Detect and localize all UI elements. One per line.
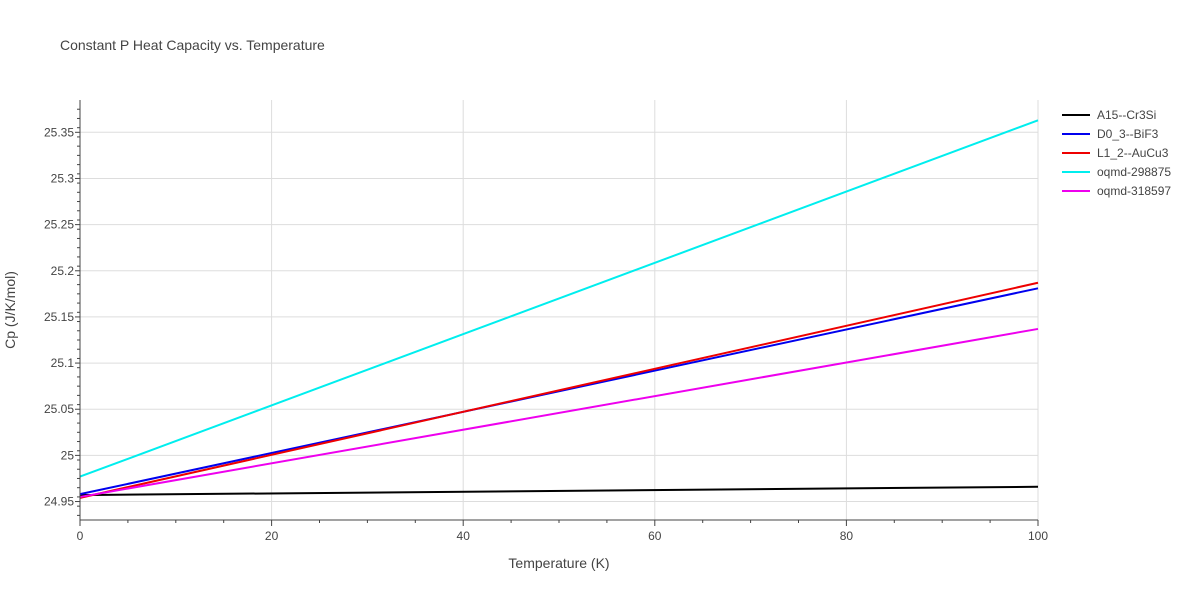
legend-label: L1_2--AuCu3 xyxy=(1097,146,1169,160)
x-tick-label: 20 xyxy=(265,529,279,543)
x-tick-label: 80 xyxy=(840,529,854,543)
grid xyxy=(80,100,1039,520)
legend-label: oqmd-298875 xyxy=(1097,165,1171,179)
x-tick-label: 60 xyxy=(648,529,662,543)
y-tick-label: 25.05 xyxy=(44,402,74,416)
y-axis-title: Cp (J/K/mol) xyxy=(2,271,18,349)
series-line-oqmd-318597 xyxy=(79,327,1039,498)
x-tick-label: 100 xyxy=(1028,529,1048,543)
y-tick-label: 25.25 xyxy=(44,218,74,232)
y-tick-label: 25 xyxy=(61,448,75,462)
chart-title: Constant P Heat Capacity vs. Temperature xyxy=(60,37,325,53)
y-tick-label: 25.15 xyxy=(44,310,74,324)
y-tick-label: 25.35 xyxy=(44,125,74,139)
axes xyxy=(79,100,1038,521)
series-line-oqmd-298875 xyxy=(79,119,1039,478)
y-tick-label: 25.3 xyxy=(51,171,75,185)
y-tick-label: 25.1 xyxy=(51,356,75,370)
x-tick-label: 0 xyxy=(77,529,84,543)
series-line-L1_2--AuCu3 xyxy=(79,281,1039,499)
x-axis-title: Temperature (K) xyxy=(508,555,609,571)
series-line-A15--Cr3Si xyxy=(79,485,1039,497)
x-tick-label: 40 xyxy=(457,529,471,543)
legend-label: A15--Cr3Si xyxy=(1097,108,1156,122)
y-tick-label: 25.2 xyxy=(51,264,75,278)
legend-label: D0_3--BiF3 xyxy=(1097,127,1159,141)
y-axis-ticks: 24.95 25 25.05 25.1 25.15 25.2 25.25 25.3 25.35 xyxy=(44,108,80,516)
series-lines xyxy=(79,119,1039,499)
x-axis-ticks: 0 20 40 60 80 100 xyxy=(77,520,1048,543)
legend: A15--Cr3Si D0_3--BiF3 L1_2--AuCu3 oqmd-2988… xyxy=(1062,108,1171,198)
y-tick-label: 24.95 xyxy=(44,495,74,509)
legend-label: oqmd-318597 xyxy=(1097,184,1171,198)
